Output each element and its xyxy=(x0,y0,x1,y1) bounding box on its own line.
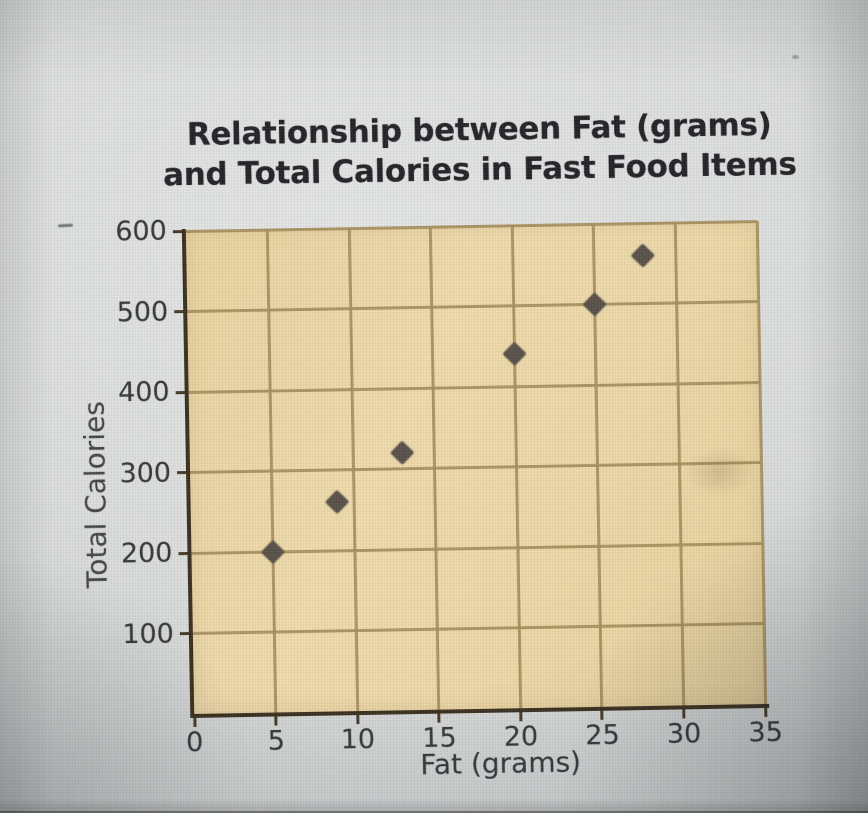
x-tick-mark xyxy=(274,716,278,726)
smudge-mark xyxy=(685,448,755,496)
y-tick-mark xyxy=(179,632,189,636)
y-tick-mark xyxy=(178,551,188,555)
chart-title: Relationship between Fat (grams) and Tot… xyxy=(84,103,868,197)
x-tick-mark xyxy=(192,717,196,727)
y-tick-mark xyxy=(175,390,185,394)
x-tick-mark xyxy=(355,715,360,725)
x-tick-mark xyxy=(437,713,441,723)
x-tick-mark xyxy=(519,712,523,722)
x-tick-mark xyxy=(600,710,604,720)
plot-layer: 0 5 10 15 20 25 30 35 100 200 300 400 500 600 xyxy=(0,0,860,758)
y-tick-mark xyxy=(177,471,187,475)
y-axis-label: Total Calories xyxy=(77,400,114,589)
speck-mark xyxy=(792,55,799,59)
y-tick-mark xyxy=(172,229,182,233)
y-tick-label: 500 xyxy=(116,295,169,328)
y-tick-label: 100 xyxy=(122,617,175,650)
y-tick-label: 600 xyxy=(115,215,168,248)
x-tick-mark xyxy=(682,709,686,719)
y-tick-mark xyxy=(174,310,184,314)
x-tick-mark xyxy=(763,707,767,717)
